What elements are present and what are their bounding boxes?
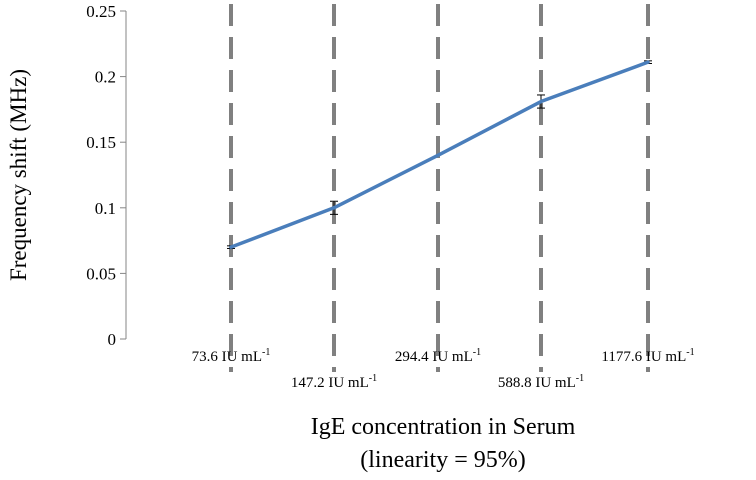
x-category-label: 294.4 IU mL-1 [395,347,481,365]
y-axis: 0 0.05 0.1 0.15 0.2 0.25 [86,2,127,349]
x-category-label: 73.6 IU mL-1 [192,347,271,365]
series-layer [227,60,652,249]
y-axis-label: Frequency shift (MHz) [6,69,31,281]
y-tick-label: 0.15 [86,133,116,152]
y-tick-label: 0.2 [95,68,116,87]
y-tick-label: 0 [108,330,117,349]
y-tick-label: 0.05 [86,264,116,283]
x-axis-sublabel: (linearity = 95%) [360,447,525,473]
category-gridlines [229,4,650,372]
x-category-labels: 73.6 IU mL-1 147.2 IU mL-1 294.4 IU mL-1 58… [192,347,695,391]
x-category-label: 1177.6 IU mL-1 [601,347,694,365]
x-category-label: 147.2 IU mL-1 [291,373,377,391]
x-axis-label: IgE concentration in Serum [311,414,576,440]
y-tick-label: 0.1 [95,199,116,218]
x-category-label: 588.8 IU mL-1 [498,373,584,391]
y-tick-label: 0.25 [86,2,116,21]
